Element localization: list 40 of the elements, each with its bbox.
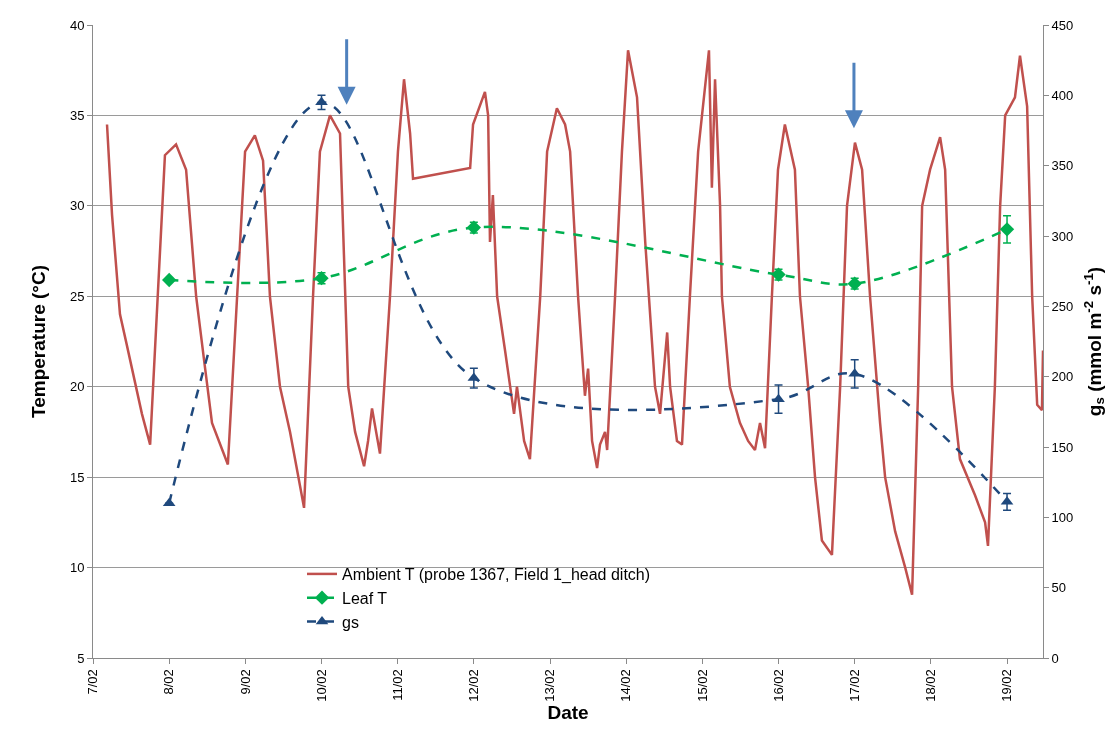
y2-tick-label: 350 (1051, 158, 1074, 174)
x-tick-label: 13/02 (542, 669, 558, 702)
x-tick-label: 18/02 (923, 669, 939, 702)
y-tick-label: 10 (69, 560, 85, 576)
point (162, 272, 177, 288)
y-tick-label: 15 (69, 469, 85, 485)
legend-label: Ambient T (probe 1367, Field 1_head ditch) (342, 566, 651, 585)
x-axis-title: Date (547, 701, 589, 723)
legend-label: gs (342, 613, 359, 631)
y-tick-label: 35 (69, 107, 85, 123)
y2-tick-label: 400 (1051, 87, 1074, 103)
legend-label: Leaf T (342, 589, 388, 607)
y-tick-label: 30 (69, 198, 85, 214)
y2-tick-label: 300 (1051, 228, 1074, 244)
x-tick-label: 17/02 (846, 669, 862, 702)
y2-tick-label: 0 (1051, 650, 1059, 666)
x-tick-label: 15/02 (694, 669, 710, 702)
x-tick-label: 7/02 (85, 669, 101, 695)
x-tick-label: 14/02 (618, 669, 634, 702)
y2-tick-label: 100 (1051, 509, 1074, 525)
x-tick-label: 19/02 (999, 669, 1015, 702)
y2-tick-label: 50 (1051, 580, 1067, 596)
x-tick-label: 9/02 (237, 669, 253, 695)
y2-tick-label: 150 (1051, 439, 1074, 455)
x-tick-label: 16/02 (770, 669, 786, 702)
point (162, 497, 176, 507)
y-tick-label: 40 (69, 17, 85, 33)
x-tick-label: 11/02 (389, 669, 405, 701)
y2-tick-label: 250 (1051, 298, 1074, 314)
x-tick-label: 10/02 (313, 669, 329, 702)
point (999, 222, 1015, 237)
point (315, 96, 328, 106)
y-tick-label: 25 (69, 288, 85, 304)
y-tick-label: 5 (77, 650, 85, 666)
x-tick-label: 8/02 (161, 669, 177, 695)
y2-tick-label: 200 (1051, 369, 1074, 385)
x-tick-label: 12/02 (466, 669, 482, 702)
y2-tick-label: 450 (1051, 17, 1074, 33)
y-tick-label: 20 (69, 379, 85, 395)
y-axis-title: Temperature (°C) (28, 265, 49, 418)
